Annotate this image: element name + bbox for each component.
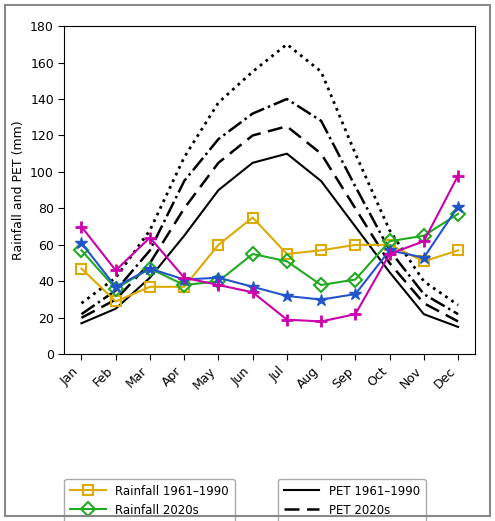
Y-axis label: Rainfall and PET (mm): Rainfall and PET (mm) xyxy=(11,120,25,260)
Legend: PET 1961–1990, PET 2020s, PET 2050s, PET 2080s: PET 1961–1990, PET 2020s, PET 2050s, PET… xyxy=(278,479,426,521)
